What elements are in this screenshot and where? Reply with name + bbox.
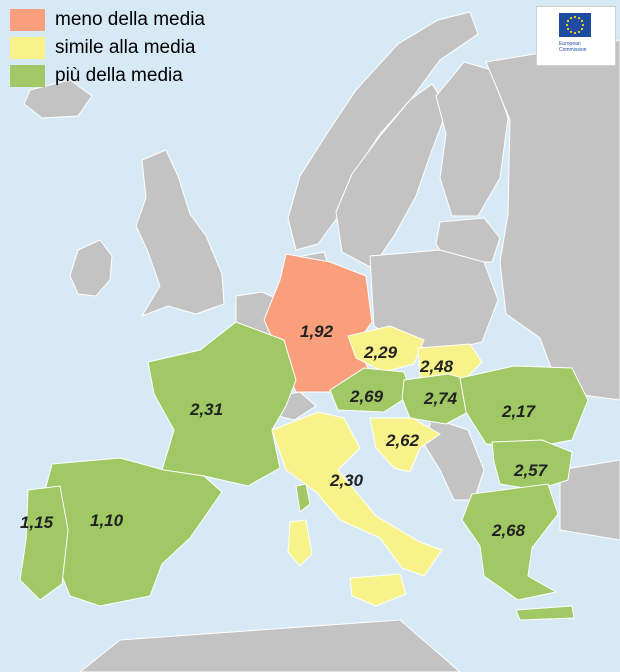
eu-star bbox=[580, 19, 584, 23]
country-czechia bbox=[347, 325, 425, 373]
legend-swatch-above bbox=[10, 65, 45, 87]
country-greece bbox=[461, 483, 559, 601]
legend-swatch-below bbox=[10, 9, 45, 31]
european-commission-logo: European Commission bbox=[536, 6, 616, 66]
country-sicily bbox=[349, 573, 407, 607]
country-france bbox=[147, 321, 297, 487]
legend-label-above: più della media bbox=[55, 65, 183, 86]
value-portugal: 1,15 bbox=[20, 513, 54, 532]
baltics bbox=[435, 217, 501, 263]
grey-countries bbox=[23, 11, 620, 672]
value-germany: 1,92 bbox=[300, 322, 334, 341]
eu-flag-icon bbox=[559, 13, 591, 37]
logo-line2: Commission bbox=[559, 47, 587, 53]
eu-star bbox=[566, 27, 570, 31]
country-sardinia bbox=[287, 519, 313, 567]
eu-star bbox=[577, 16, 581, 20]
value-bulgaria: 2,57 bbox=[513, 461, 549, 480]
value-italy: 2,30 bbox=[329, 471, 364, 490]
country-italy bbox=[271, 411, 443, 577]
value-croatia: 2,62 bbox=[385, 431, 420, 450]
balkans-grey bbox=[423, 417, 485, 501]
value-hungary: 2,74 bbox=[423, 389, 458, 408]
iceland bbox=[23, 79, 93, 119]
logo-text: European Commission bbox=[559, 41, 587, 53]
country-romania bbox=[459, 365, 589, 449]
eu-star bbox=[580, 27, 584, 31]
eu-star bbox=[573, 31, 577, 35]
value-slovakia: 2,48 bbox=[419, 357, 454, 376]
island-corsica bbox=[295, 483, 311, 513]
country-croatia bbox=[369, 417, 441, 473]
north-africa bbox=[79, 619, 461, 672]
legend-item-below: meno della media bbox=[10, 9, 205, 31]
value-austria: 2,69 bbox=[349, 387, 384, 406]
eu-star bbox=[566, 19, 570, 23]
value-czechia: 2,29 bbox=[363, 343, 398, 362]
eu-star bbox=[581, 23, 585, 27]
value-france: 2,31 bbox=[189, 400, 223, 419]
russia-east bbox=[485, 39, 620, 401]
highlighted-countries bbox=[19, 253, 589, 621]
eu-star bbox=[569, 30, 573, 34]
value-greece: 2,68 bbox=[491, 521, 526, 540]
legend-label-similar: simile alla media bbox=[55, 37, 196, 58]
country-portugal bbox=[19, 485, 69, 601]
eu-stars-icon bbox=[565, 15, 585, 35]
value-spain: 1,10 bbox=[90, 511, 124, 530]
legend-item-above: più della media bbox=[10, 65, 183, 87]
legend: meno della media simile alla media più d… bbox=[0, 0, 240, 96]
country-hungary bbox=[401, 373, 479, 425]
legend-item-similar: simile alla media bbox=[10, 37, 195, 59]
value-labels: 1,92 2,29 2,48 2,69 2,74 2,17 2,31 2,62 … bbox=[20, 322, 549, 540]
great-britain bbox=[135, 149, 225, 317]
eu-star bbox=[565, 23, 569, 27]
country-slovakia bbox=[417, 343, 483, 381]
legend-swatch-similar bbox=[10, 37, 45, 59]
ireland bbox=[69, 239, 113, 297]
finland bbox=[435, 61, 509, 217]
island-crete bbox=[515, 605, 575, 621]
value-romania: 2,17 bbox=[501, 402, 537, 421]
turkey bbox=[559, 459, 620, 541]
legend-label-below: meno della media bbox=[55, 9, 205, 30]
logo-line1: European bbox=[559, 41, 581, 47]
eu-star bbox=[569, 16, 573, 20]
country-bulgaria bbox=[491, 439, 573, 491]
eu-star bbox=[573, 15, 577, 19]
eu-star bbox=[577, 30, 581, 34]
